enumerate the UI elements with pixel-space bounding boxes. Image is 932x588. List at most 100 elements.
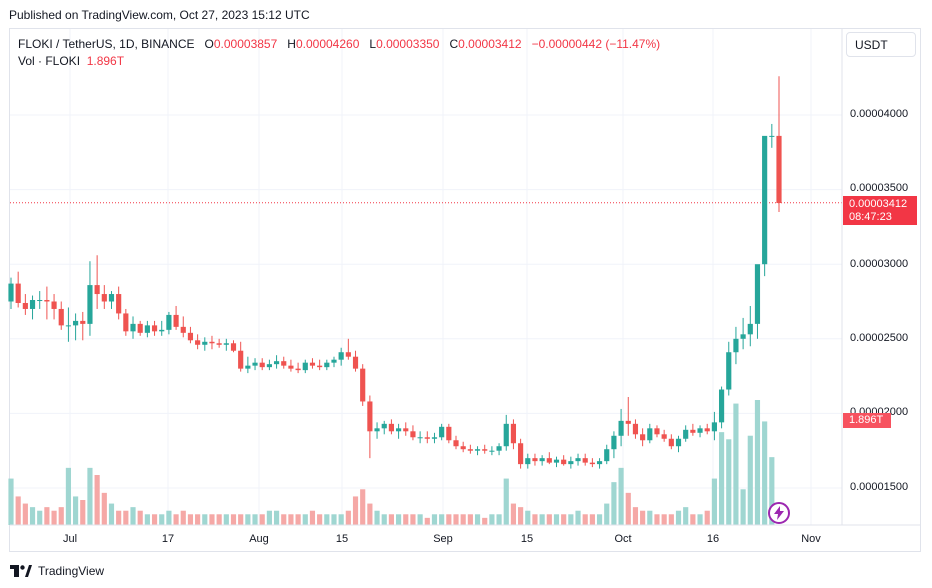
lightning-icon[interactable] xyxy=(768,502,790,524)
volume-bar xyxy=(718,432,725,525)
candle-body xyxy=(352,356,359,369)
volume-bar xyxy=(352,496,359,525)
volume-bar xyxy=(15,496,21,525)
volume-bar xyxy=(589,514,595,525)
candle-body xyxy=(309,362,316,366)
candle-body xyxy=(295,368,301,371)
candle-body xyxy=(130,323,136,332)
candle-body xyxy=(503,423,509,447)
candle-body xyxy=(439,426,445,438)
volume-bar xyxy=(288,514,294,525)
volume-tag: 1.896T xyxy=(843,413,891,428)
volume-bar xyxy=(108,503,115,525)
candle-body xyxy=(345,352,351,357)
volume-bar xyxy=(116,510,122,525)
candle-body xyxy=(144,325,150,333)
currency-button[interactable]: USDT xyxy=(846,32,916,57)
candle-body xyxy=(223,343,229,345)
candle-body xyxy=(123,313,129,332)
symbol-title[interactable]: FLOKI / TetherUS, 1D, BINANCE xyxy=(18,37,195,51)
candle-body xyxy=(754,264,761,324)
volume-bar xyxy=(618,467,624,525)
candle-body xyxy=(704,428,710,432)
volume-bar xyxy=(733,403,739,525)
volume-bar xyxy=(360,489,366,525)
volume-bar xyxy=(431,514,438,525)
volume-bar xyxy=(654,514,660,525)
volume-bar xyxy=(137,510,143,525)
x-tick-label: Aug xyxy=(249,533,269,545)
candle-body xyxy=(632,423,639,435)
candle-body xyxy=(618,420,624,436)
candle-body xyxy=(525,458,531,465)
volume-label: Vol · FLOKI xyxy=(18,54,81,68)
volume-bar xyxy=(317,514,323,525)
volume-bar xyxy=(539,514,545,525)
volume-bar xyxy=(173,514,179,525)
volume-bar xyxy=(130,507,136,525)
low-value: 0.00003350 xyxy=(376,37,440,51)
candle-body xyxy=(424,437,430,439)
publish-bar: Published on TradingView.com, Oct 27, 20… xyxy=(0,0,932,28)
volume-bar xyxy=(259,514,265,525)
candle-body xyxy=(202,341,208,345)
candle-body xyxy=(668,438,674,447)
candle-body xyxy=(726,352,732,390)
volume-bar xyxy=(22,503,28,525)
candle-body xyxy=(73,320,79,326)
candle-body xyxy=(546,458,552,463)
candle-body xyxy=(331,359,337,363)
open-value: 0.00003857 xyxy=(213,37,278,51)
candle-body xyxy=(718,389,725,423)
candle-body xyxy=(324,362,330,368)
y-tick-label: 0.00001500 xyxy=(850,481,909,493)
volume-bar xyxy=(647,510,653,525)
candle-body xyxy=(396,428,402,432)
volume-bar xyxy=(661,514,667,525)
candle-body xyxy=(654,428,660,435)
volume-bar xyxy=(453,514,459,525)
candle-body xyxy=(510,423,517,444)
candle-body xyxy=(582,458,588,463)
volume-bar xyxy=(575,510,581,525)
legend-volume-row: Vol · FLOKI 1.896T xyxy=(18,53,660,70)
volume-bar xyxy=(295,514,301,525)
volume-bar xyxy=(252,514,258,525)
candle-body xyxy=(410,431,416,438)
volume-bar xyxy=(754,400,761,525)
candle-body xyxy=(467,449,473,451)
candle-body xyxy=(94,285,100,295)
high-label: H xyxy=(287,37,296,51)
candle-body xyxy=(453,440,459,447)
candle-body xyxy=(288,365,294,369)
volume-bar xyxy=(65,467,72,525)
tradingview-footer[interactable]: TradingView xyxy=(10,563,104,579)
candle-body xyxy=(460,446,466,450)
last-price-value: 0.00003412 xyxy=(849,198,908,210)
candle-body xyxy=(747,323,753,335)
x-tick-label: 15 xyxy=(335,533,349,545)
volume-bar xyxy=(223,514,229,525)
volume-bar xyxy=(87,467,93,525)
candle-body xyxy=(762,135,768,265)
bar-countdown: 08:47:23 xyxy=(849,211,892,223)
low-label: L xyxy=(369,37,377,51)
candle-body xyxy=(740,334,746,339)
candle-body xyxy=(195,340,201,345)
open-label: O xyxy=(204,37,214,51)
volume-bar xyxy=(568,514,574,525)
y-tick-label: 0.00003500 xyxy=(850,182,909,194)
volume-bar xyxy=(582,514,588,525)
candle-body xyxy=(151,325,158,332)
volume-bar xyxy=(166,510,172,525)
volume-bar xyxy=(195,514,201,525)
volume-bar xyxy=(159,514,165,525)
candle-body xyxy=(101,294,107,302)
candle-body xyxy=(690,429,696,433)
volume-bar xyxy=(460,514,466,525)
volume-bar xyxy=(331,514,337,525)
candle-body xyxy=(589,462,595,465)
candle-body xyxy=(87,285,93,324)
volume-bar xyxy=(410,514,416,525)
